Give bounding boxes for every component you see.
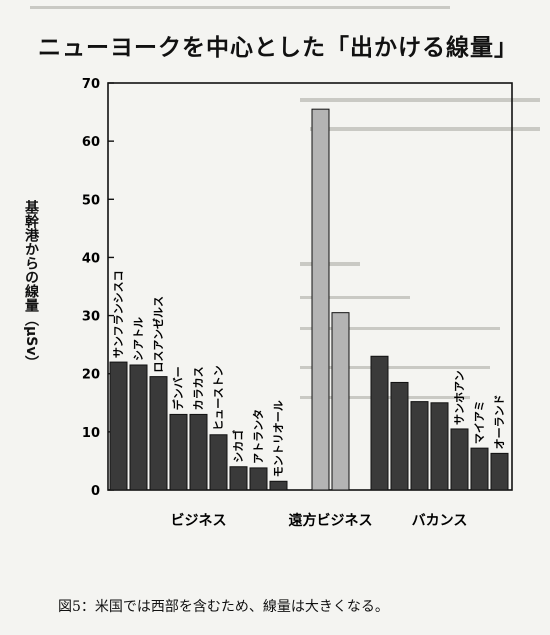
group-label: 遠方ビジネス [289,512,373,529]
bar-category-label: カラカス [192,366,205,410]
bar-category-label: ヒューストン [212,365,225,430]
bar [370,355,389,491]
bar [470,447,489,491]
bar [450,428,469,491]
group-label: バカンス [412,513,468,529]
bar [430,402,449,491]
bar [149,376,168,491]
bar [249,467,268,491]
bar [189,413,208,491]
bar-category-label: アトランタ [252,409,265,464]
bar-category-label: ロスアンゼルス [151,296,165,373]
bar [490,452,509,491]
bar [229,466,248,491]
bar-category-label: デンバー [171,366,185,410]
bar [269,480,288,491]
y-tick-label: 0 [91,484,100,499]
bar-category-label: サンホアン [453,370,466,425]
bar [109,361,128,491]
bar [129,364,148,491]
bar-category-label: モントリオール [272,400,285,477]
bar-category-label: サンフランシスコ [112,270,125,358]
y-tick-label: 60 [82,135,100,150]
y-tick-label: 30 [82,310,100,325]
y-tick-label: 40 [82,251,100,266]
figure-caption: 図5：米国では西部を含むため、線量は大きくなる。 [58,599,389,615]
bar [209,434,228,491]
bar-category-label: マイアミ [473,400,486,444]
y-tick-label: 50 [82,193,100,208]
bar-category-label: シアトル [132,317,145,361]
y-axis-label-container: 基幹港からの線量（μSv） [14,180,48,390]
y-tick-label: 70 [82,77,100,92]
bar-category-label: シカゴ [231,430,245,463]
y-tick-label: 20 [82,368,100,383]
y-axis-label: 基幹港からの線量（μSv） [23,200,39,370]
y-tick-label: 10 [82,426,100,441]
group-label: ビジネス [171,513,227,529]
bar-category-label: オーランド [493,394,506,449]
bar [410,401,429,491]
plot-frame [107,82,513,491]
bar [390,381,409,491]
bar [311,108,330,491]
chart-title: ニューヨークを中心とした「出かける線量」 [38,35,518,61]
bar [331,312,350,491]
bar [169,413,188,491]
